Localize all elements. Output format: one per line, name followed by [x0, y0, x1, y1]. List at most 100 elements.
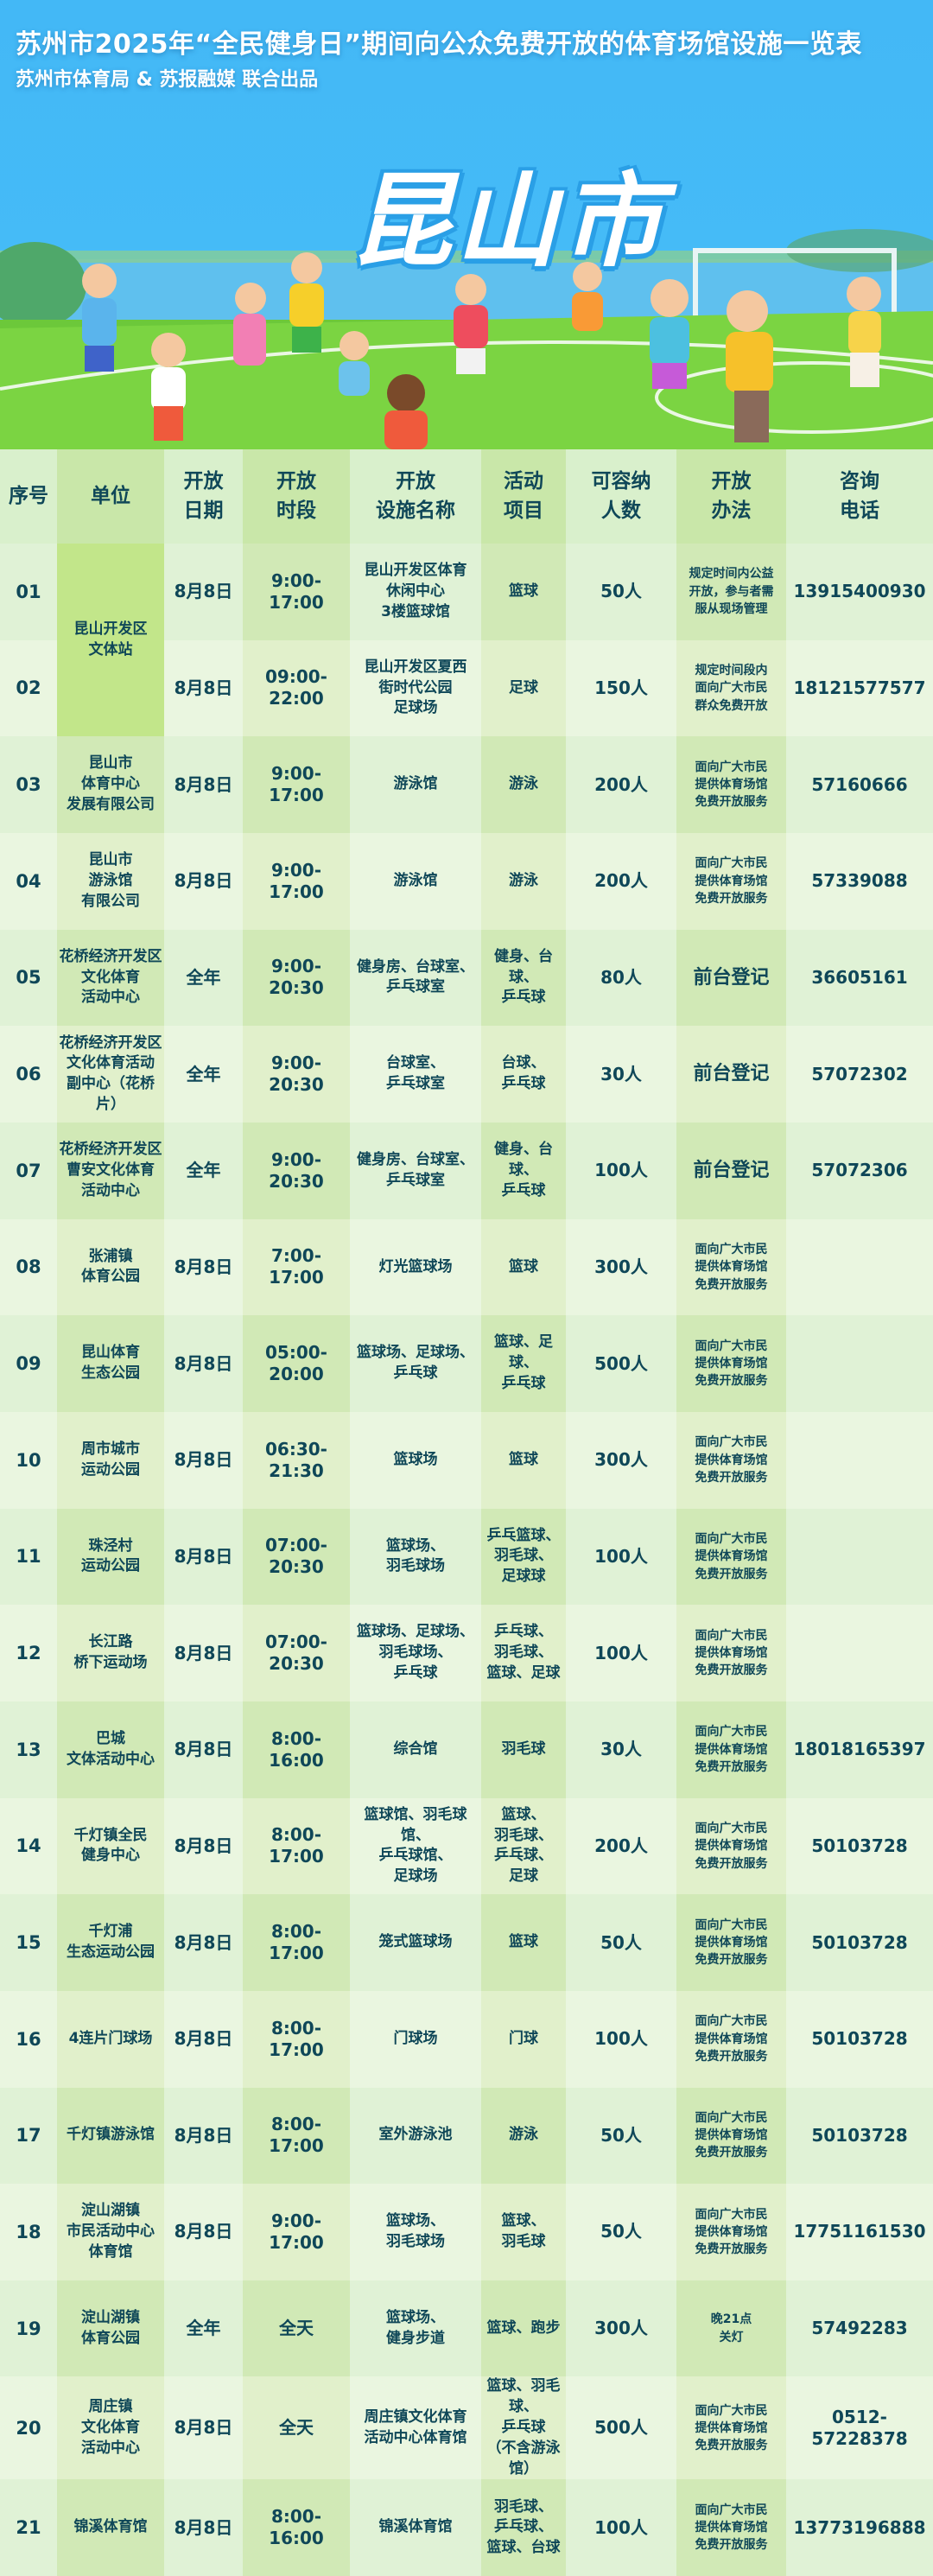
table-row: 01 昆山开发区 文体站 8月8日 9:00-17:00 昆山开发区体育 休闲中心 3楼… [0, 544, 933, 737]
cell-method: 面向广大市民 提供体育场馆 免费开放服务 [676, 1701, 786, 1798]
cell-phone [786, 1411, 933, 1509]
cell-facility: 笼式篮球场 [350, 1894, 481, 1991]
cell-activity: 篮球、 羽毛球、 乒乓球、 足球 [481, 1797, 566, 1895]
cell-time: 8:00-17:00 [243, 1894, 350, 1991]
table-row: 17 千灯镇游泳馆 8月8日 8:00-17:00 室外游泳池 游泳 50人 面向广大市民 提… [0, 2087, 933, 2185]
cell-time: 7:00-17:00 [243, 1218, 350, 1316]
cell-activity: 健身、台球、 乒乓球 [481, 1122, 566, 1219]
table-row: 13 巴城 文体活动中心 8月8日 8:00-16:00 综合馆 羽毛球 30人 面向广大市民… [0, 1701, 933, 1798]
cell-date: 8月8日 [164, 1701, 243, 1798]
cell-seq: 19 [0, 2280, 57, 2377]
cell-capacity: 200人 [566, 736, 676, 833]
table-row: 12 长江路 桥下运动场 8月8日 07:00-20:30 篮球场、足球场、 羽毛球场、… [0, 1605, 933, 1701]
cell-unit: 长江路 桥下运动场 [57, 1605, 164, 1701]
table-row: 02 8月8日 09:00-22:00 昆山开发区夏西 街时代公园 足球场 足球 150人… [0, 639, 933, 737]
cell-seq: 11 [0, 1508, 57, 1606]
cell-facility: 锦溪体育馆 [350, 2479, 481, 2576]
venue-table: 序号 单位 开放 日期 开放 时段 开放 设施名称 活动 项目 可容纳 人数 开… [0, 449, 933, 2576]
cell-method: 面向广大市民 提供体育场馆 免费开放服务 [676, 2184, 786, 2280]
cell-facility: 篮球场、 羽毛球场 [350, 1508, 481, 1606]
column-header: 活动 项目 [481, 449, 566, 544]
cell-date: 全年 [164, 929, 243, 1027]
cell-facility: 灯光篮球场 [350, 1218, 481, 1316]
cell-method: 面向广大市民 提供体育场馆 免费开放服务 [676, 832, 786, 930]
cell-facility: 篮球场 [350, 1411, 481, 1509]
column-header: 开放 时段 [243, 449, 350, 544]
cell-date: 8月8日 [164, 2479, 243, 2576]
table-row: 19 淀山湖镇 体育公园 全年 全天 篮球场、 健身步道 篮球、跑步 300人 晚21点 关灯… [0, 2280, 933, 2377]
cell-capacity: 500人 [566, 1315, 676, 1412]
cell-date: 8月8日 [164, 1508, 243, 1606]
cell-time: 9:00-20:30 [243, 1122, 350, 1219]
cell-facility: 周庄镇文化体育 活动中心体育馆 [350, 2376, 481, 2480]
page-subtitle: 苏州市体育局 & 苏报融媒 联合出品 [16, 69, 319, 91]
table-row: 06 花桥经济开发区 文化体育活动 副中心（花桥片） 全年 9:00-20:30 台球室… [0, 1026, 933, 1123]
cell-date: 全年 [164, 1026, 243, 1123]
cell-unit: 昆山市 游泳馆 有限公司 [57, 832, 164, 930]
cell-facility: 昆山开发区体育 休闲中心 3楼篮球馆 [350, 544, 481, 640]
cell-activity: 游泳 [481, 736, 566, 833]
cell-phone [786, 1315, 933, 1412]
cell-activity: 羽毛球 [481, 1701, 566, 1798]
cell-facility: 综合馆 [350, 1701, 481, 1798]
cell-capacity: 50人 [566, 2087, 676, 2185]
cell-facility: 篮球场、足球场、 乒乓球 [350, 1315, 481, 1412]
cell-activity: 乒乓篮球、 羽毛球、 足球球 [481, 1508, 566, 1606]
cell-method: 面向广大市民 提供体育场馆 免费开放服务 [676, 736, 786, 833]
cell-phone: 18018165397 [786, 1701, 933, 1798]
cell-date: 8月8日 [164, 1411, 243, 1509]
column-header: 开放 办法 [676, 449, 786, 544]
cell-facility: 篮球场、足球场、 羽毛球场、 乒乓球 [350, 1605, 481, 1701]
cell-seq: 20 [0, 2376, 57, 2480]
cell-activity: 篮球、 羽毛球 [481, 2184, 566, 2280]
cell-time: 9:00-17:00 [243, 736, 350, 833]
cell-unit: 千灯镇全民 健身中心 [57, 1797, 164, 1895]
cell-capacity: 80人 [566, 929, 676, 1027]
cell-facility: 篮球馆、羽毛球馆、 乒乓球馆、 足球场 [350, 1797, 481, 1895]
cell-time: 全天 [243, 2280, 350, 2377]
cell-activity: 健身、台球、 乒乓球 [481, 929, 566, 1027]
cell-seq: 05 [0, 929, 57, 1027]
cell-phone: 36605161 [786, 929, 933, 1027]
cell-unit: 花桥经济开发区 文化体育活动 副中心（花桥片） [57, 1026, 164, 1123]
cell-activity: 游泳 [481, 2087, 566, 2185]
cell-capacity: 100人 [566, 1122, 676, 1219]
cell-seq: 15 [0, 1894, 57, 1991]
cell-activity: 乒乓球、 羽毛球、 篮球、足球 [481, 1605, 566, 1701]
cell-facility: 健身房、台球室、 乒乓球室 [350, 929, 481, 1027]
table-header-row: 序号 单位 开放 日期 开放 时段 开放 设施名称 活动 项目 可容纳 人数 开… [0, 449, 933, 544]
cell-capacity: 100人 [566, 1605, 676, 1701]
cell-facility: 门球场 [350, 1990, 481, 2088]
table-row: 21 锦溪体育馆 8月8日 8:00-16:00 锦溪体育馆 羽毛球、 乒乓球、 篮球、台… [0, 2479, 933, 2576]
cell-activity: 羽毛球、 乒乓球、 篮球、台球 [481, 2479, 566, 2576]
cell-seq: 06 [0, 1026, 57, 1123]
cell-time: 全天 [243, 2376, 350, 2480]
cell-time: 8:00-17:00 [243, 2087, 350, 2185]
column-header: 开放 日期 [164, 449, 243, 544]
cell-time: 9:00-17:00 [243, 832, 350, 930]
cell-capacity: 50人 [566, 544, 676, 640]
cell-phone: 13773196888 [786, 2479, 933, 2576]
cell-seq: 16 [0, 1990, 57, 2088]
cell-method: 面向广大市民 提供体育场馆 免费开放服务 [676, 1218, 786, 1316]
cell-activity: 篮球 [481, 1411, 566, 1509]
table-row: 07 花桥经济开发区 曹安文化体育 活动中心 全年 9:00-20:30 健身房、台球室… [0, 1122, 933, 1219]
cell-method: 规定时间段内 面向广大市民 群众免费开放 [676, 639, 786, 737]
cell-time: 07:00-20:30 [243, 1605, 350, 1701]
cell-facility: 室外游泳池 [350, 2087, 481, 2185]
cell-facility: 昆山开发区夏西 街时代公园 足球场 [350, 639, 481, 737]
cell-phone: 18121577577 [786, 639, 933, 737]
cell-date: 全年 [164, 2280, 243, 2377]
cell-seq: 17 [0, 2087, 57, 2185]
cell-phone: 50103728 [786, 1990, 933, 2088]
cell-unit: 周庄镇 文化体育 活动中心 [57, 2376, 164, 2480]
cell-unit: 淀山湖镇 体育公园 [57, 2280, 164, 2377]
cell-phone: 57160666 [786, 736, 933, 833]
cell-seq: 02 [0, 639, 57, 737]
city-name: 昆山市 [350, 162, 667, 281]
cell-capacity: 300人 [566, 1411, 676, 1509]
cell-time: 06:30-21:30 [243, 1411, 350, 1509]
cell-seq: 03 [0, 736, 57, 833]
header-banner: 苏州市2025年“全民健身日”期间向公众免费开放的体育场馆设施一览表 苏州市体育… [0, 0, 933, 449]
column-header: 可容纳 人数 [566, 449, 676, 544]
